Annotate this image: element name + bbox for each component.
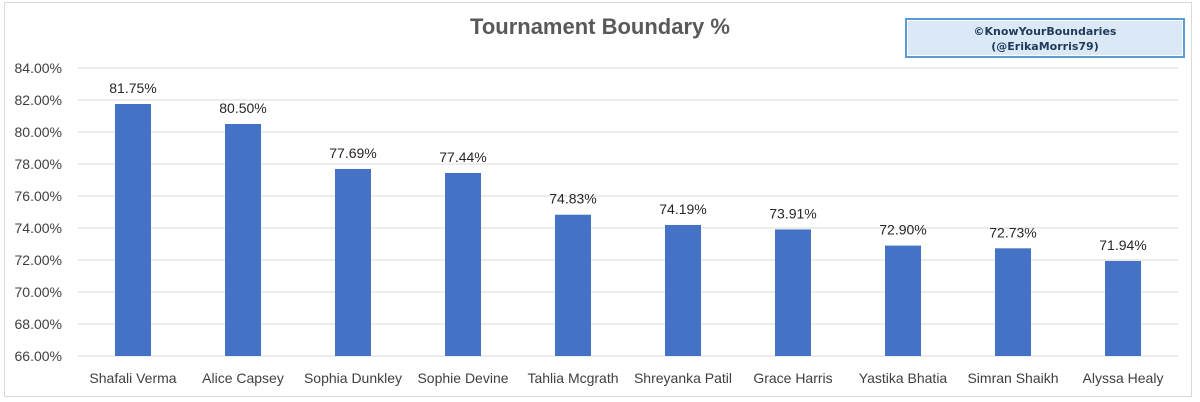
x-category-label: Simran Shaikh (967, 370, 1058, 386)
data-label: 81.75% (109, 80, 156, 96)
chart-title: Tournament Boundary % (470, 14, 730, 39)
x-category-label: Sophia Dunkley (304, 370, 402, 386)
bar (115, 104, 151, 356)
data-label: 73.91% (769, 205, 816, 221)
x-category-label: Yastika Bhatia (859, 370, 948, 386)
x-category-label: Shafali Verma (89, 370, 176, 386)
bar (445, 172, 481, 356)
bars (115, 104, 1141, 356)
data-label: 74.83% (549, 191, 596, 207)
watermark-line-1: ©KnowYourBoundaries (973, 25, 1117, 38)
bar (885, 245, 921, 356)
bar (1105, 260, 1141, 356)
x-category-label: Alyssa Healy (1083, 370, 1164, 386)
y-tick-label: 76.00% (15, 188, 62, 204)
x-category-label: Tahlia Mcgrath (527, 370, 618, 386)
data-label: 71.94% (1099, 237, 1146, 253)
y-axis-ticks: 66.00% 68.00% 70.00% 72.00% 74.00% 76.00% 78.0… (15, 60, 62, 364)
x-category-label: Grace Harris (753, 370, 832, 386)
bar (555, 214, 591, 356)
data-label: 72.73% (989, 224, 1036, 240)
x-category-label: Sophie Devine (417, 370, 508, 386)
y-tick-label: 68.00% (15, 316, 62, 332)
x-category-label: Alice Capsey (202, 370, 284, 386)
watermark-line-2: (@ErikaMorris79) (991, 40, 1099, 53)
x-axis-categories: Shafali Verma Alice Capsey Sophia Dunkley S… (89, 370, 1163, 386)
bar (665, 224, 701, 356)
y-tick-label: 66.00% (15, 348, 62, 364)
x-category-label: Shreyanka Patil (634, 370, 732, 386)
data-label: 77.69% (329, 145, 376, 161)
y-tick-label: 70.00% (15, 284, 62, 300)
data-label: 72.90% (879, 222, 926, 238)
y-tick-label: 84.00% (15, 60, 62, 76)
y-tick-label: 80.00% (15, 124, 62, 140)
watermark-badge: ©KnowYourBoundaries (@ErikaMorris79) (905, 18, 1185, 58)
bar (335, 168, 371, 356)
y-tick-label: 74.00% (15, 220, 62, 236)
bar (225, 124, 261, 356)
y-tick-label: 78.00% (15, 156, 62, 172)
y-tick-label: 72.00% (15, 252, 62, 268)
data-label: 74.19% (659, 201, 706, 217)
y-tick-label: 82.00% (15, 92, 62, 108)
data-label: 80.50% (219, 100, 266, 116)
bar (995, 248, 1031, 356)
data-labels: 81.75% 80.50% 77.69% 77.44% 74.83% 74.19% 73.9… (109, 80, 1146, 253)
data-label: 77.44% (439, 149, 486, 165)
gridlines (78, 67, 1178, 357)
bar (775, 229, 811, 356)
